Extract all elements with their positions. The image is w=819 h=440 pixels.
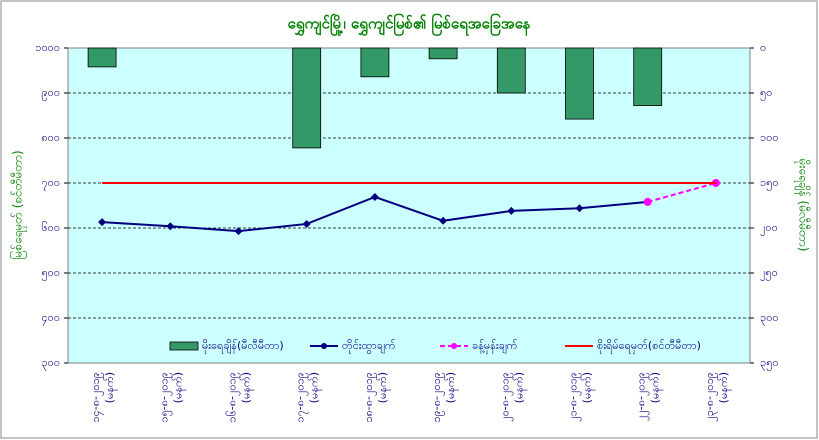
y-tick-label: ၃၀၀: [41, 356, 60, 371]
x-tick-note: (မနက်): [240, 372, 255, 403]
y-tick-label: ၆၀၀: [41, 221, 60, 234]
bar: [292, 47, 322, 149]
marker: [166, 222, 175, 231]
y2-tick-label: ၁၅၀: [760, 176, 779, 191]
bar: [360, 47, 390, 78]
bar: [428, 47, 458, 60]
y-axis-label: မြစ်ရေမှတ် (စင်တီမီတာ): [9, 150, 28, 259]
bar: [496, 47, 526, 94]
legend-label: တိုင်းထွာချက်: [342, 339, 396, 354]
x-tick-label: ၂၁-၈-၂၀၁၉: [567, 372, 582, 422]
x-tick-note: (မနက်): [717, 372, 732, 403]
y-tick-label: ၅၀၀: [41, 266, 60, 281]
x-tick-note: (မနက်): [649, 372, 664, 403]
x-tick-label: ၁၄-၈-၂၀၁၉: [89, 372, 104, 423]
marker: [302, 219, 311, 228]
bar: [633, 47, 663, 106]
y-tick-label: ၄၀၀: [41, 311, 60, 326]
y2-tick-label: ၅၀: [760, 86, 772, 101]
marker: [98, 218, 107, 227]
legend-marker: [451, 343, 457, 349]
x-tick-label: ၁၅-၈-၂၀၁၉: [157, 372, 172, 423]
y2-tick-label: ၂၅၀: [760, 266, 778, 281]
x-tick-label: ၁၆-၈-၂၀၁၉: [226, 372, 241, 423]
bar: [87, 47, 117, 68]
y2-axis-label: မိုးရေချိန် (မီလီမီတာ): [794, 159, 812, 252]
x-tick-note: (မနက်): [512, 372, 527, 403]
legend-label: ခန့်မှန်းချက်: [472, 339, 518, 354]
x-tick-note: (မနက်): [103, 372, 118, 403]
marker: [234, 227, 243, 236]
x-tick-label: ၂၀-၈-၂၀၁၉: [498, 372, 513, 422]
y2-tick-label: ၃၅၀: [760, 356, 779, 371]
y2-tick-label: ၂၀၀: [760, 221, 778, 236]
x-tick-note: (မနက်): [581, 372, 596, 403]
marker: [439, 216, 448, 225]
y-tick-label: ၈၀၀: [41, 131, 60, 144]
marker: [370, 192, 379, 201]
marker: [507, 206, 516, 215]
legend-label: မိုးရေချိန်(မီလီမီတာ): [202, 339, 284, 354]
y2-tick-label: ၃၀၀: [760, 311, 779, 326]
y-tick-label: ၇၀၀: [41, 176, 60, 191]
y2-tick-label: ၁၀၀: [760, 131, 779, 144]
y2-tick-label: ၀: [760, 41, 766, 54]
legend-marker: [321, 343, 327, 349]
x-tick-label: ၁၉-၈-၂၀၁၉: [430, 372, 445, 423]
x-tick-note: (မနက်): [171, 372, 186, 403]
y-tick-label: ၁၀၀၀: [35, 41, 60, 54]
y-tick-label: ၉၀၀: [41, 86, 60, 101]
legend-label: စိုးရိမ်ရေမှတ်(စင်တီမီတာ): [597, 339, 701, 354]
x-tick-label: ၁၇-၈-၂၀၁၉: [294, 372, 309, 423]
bar: [565, 47, 594, 120]
x-tick-label: ၁၈-၈-၂၀၁၉: [362, 372, 377, 423]
marker: [643, 197, 652, 206]
line: [647, 182, 717, 203]
x-tick-label: ၂၃-၈-၂၀၁၉: [703, 372, 718, 422]
x-tick-note: (မနက်): [308, 372, 323, 403]
legend-swatch: [169, 341, 199, 351]
marker: [575, 204, 584, 213]
x-tick-note: (မနက်): [444, 372, 459, 403]
x-tick-note: (မနက်): [376, 372, 391, 403]
x-tick-label: ၂၂-၈-၂၀၁၉: [635, 372, 650, 421]
